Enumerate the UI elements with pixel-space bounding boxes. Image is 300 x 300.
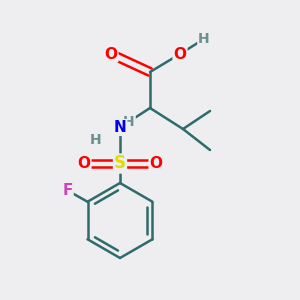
Text: N: N — [114, 120, 126, 135]
Text: H: H — [123, 115, 135, 128]
Text: H: H — [198, 32, 210, 46]
Text: F: F — [62, 183, 73, 198]
Text: O: O — [149, 156, 163, 171]
Text: O: O — [173, 46, 187, 62]
Text: S: S — [114, 154, 126, 172]
Text: O: O — [77, 156, 91, 171]
Text: O: O — [104, 46, 118, 62]
Text: H: H — [90, 133, 102, 146]
